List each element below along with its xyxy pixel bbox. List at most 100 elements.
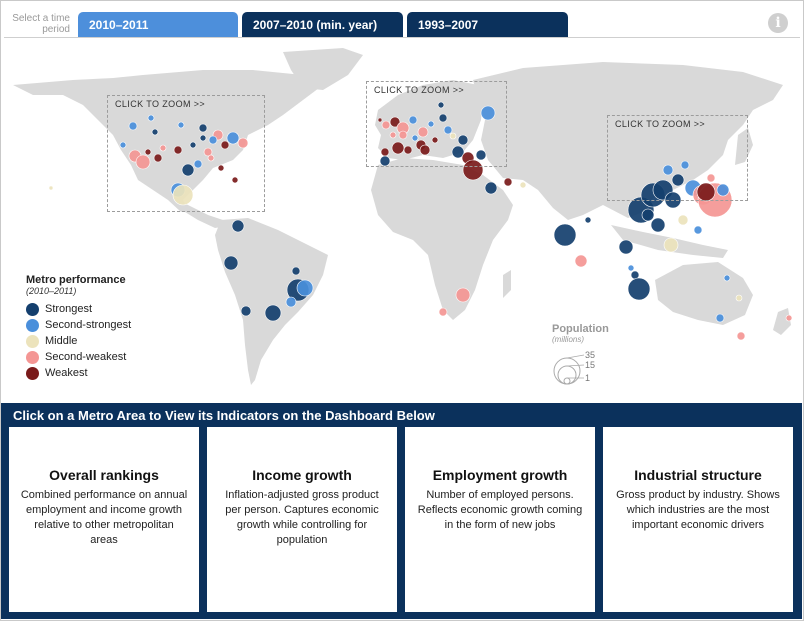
metro-bubble[interactable] bbox=[462, 159, 484, 181]
card-income-growth[interactable]: Income growth Inflation-adjusted gross p… bbox=[207, 427, 397, 612]
metro-bubble[interactable] bbox=[438, 113, 448, 123]
metro-bubble[interactable] bbox=[437, 101, 445, 109]
metro-bubble[interactable] bbox=[677, 214, 689, 226]
metro-bubble[interactable] bbox=[296, 279, 314, 297]
metro-bubble[interactable] bbox=[199, 134, 207, 142]
metro-bubble[interactable] bbox=[641, 208, 655, 222]
metro-bubble[interactable] bbox=[173, 145, 183, 155]
metro-bubble[interactable] bbox=[264, 304, 282, 322]
metro-bubble[interactable] bbox=[226, 131, 240, 145]
metro-bubble[interactable] bbox=[291, 266, 301, 276]
legend-dot bbox=[26, 302, 39, 316]
metro-bubble[interactable] bbox=[680, 160, 690, 170]
metro-bubble[interactable] bbox=[151, 128, 159, 136]
card-employment-growth[interactable]: Employment growth Number of employed per… bbox=[405, 427, 595, 612]
metro-bubble[interactable] bbox=[736, 331, 746, 341]
metro-bubble[interactable] bbox=[189, 141, 197, 149]
zoom-north-america[interactable]: CLICK TO ZOOM >> bbox=[107, 95, 265, 212]
metro-bubble[interactable] bbox=[408, 115, 418, 125]
metro-bubble[interactable] bbox=[438, 307, 448, 317]
metro-bubble[interactable] bbox=[411, 134, 419, 142]
metro-bubble[interactable] bbox=[181, 163, 195, 177]
metro-bubble[interactable] bbox=[696, 182, 716, 202]
metro-bubble[interactable] bbox=[449, 132, 457, 140]
info-icon[interactable]: i bbox=[768, 13, 788, 33]
metro-bubble[interactable] bbox=[785, 314, 793, 322]
metro-bubble[interactable] bbox=[451, 145, 465, 159]
zoom-east-asia[interactable]: CLICK TO ZOOM >> bbox=[607, 115, 748, 201]
metro-bubble[interactable] bbox=[427, 120, 435, 128]
metro-bubble[interactable] bbox=[693, 225, 703, 235]
metro-bubble[interactable] bbox=[285, 296, 297, 308]
metro-bubble[interactable] bbox=[627, 264, 635, 272]
metro-bubble[interactable] bbox=[671, 173, 685, 187]
metro-bubble[interactable] bbox=[519, 181, 527, 189]
metro-bubble[interactable] bbox=[443, 125, 453, 135]
metro-bubble[interactable] bbox=[240, 305, 252, 317]
metro-bubble[interactable] bbox=[381, 120, 391, 130]
metro-bubble[interactable] bbox=[389, 131, 397, 139]
legend-label: Middle bbox=[45, 335, 78, 347]
metro-bubble[interactable] bbox=[663, 237, 679, 253]
metro-bubble[interactable] bbox=[220, 140, 230, 150]
metro-bubble[interactable] bbox=[419, 144, 431, 156]
metro-bubble[interactable] bbox=[723, 274, 731, 282]
metro-bubble[interactable] bbox=[193, 159, 203, 169]
metro-bubble[interactable] bbox=[574, 254, 588, 268]
metro-bubble[interactable] bbox=[159, 144, 167, 152]
metro-bubble[interactable] bbox=[231, 176, 239, 184]
tab-1993-2007[interactable]: 1993–2007 bbox=[407, 12, 568, 37]
metro-bubble[interactable] bbox=[735, 294, 743, 302]
metro-bubble[interactable] bbox=[207, 154, 215, 162]
metro-bubble[interactable] bbox=[417, 126, 429, 138]
metro-bubble[interactable] bbox=[389, 116, 401, 128]
legend-subtitle: (2010–2011) bbox=[26, 286, 77, 296]
metro-bubble[interactable] bbox=[706, 173, 716, 183]
metro-bubble[interactable] bbox=[177, 121, 185, 129]
tab-2007-2010[interactable]: 2007–2010 (min. year) bbox=[242, 12, 403, 37]
metro-bubble[interactable] bbox=[662, 164, 674, 176]
metro-bubble[interactable] bbox=[203, 147, 213, 157]
metro-bubble[interactable] bbox=[377, 117, 383, 123]
metro-bubble[interactable] bbox=[484, 181, 498, 195]
metro-bubble[interactable] bbox=[231, 219, 245, 233]
metro-bubble[interactable] bbox=[237, 137, 249, 149]
metro-bubble[interactable] bbox=[431, 136, 439, 144]
metro-bubble[interactable] bbox=[553, 223, 577, 247]
metro-bubble[interactable] bbox=[398, 130, 408, 140]
land-central-america bbox=[173, 198, 228, 228]
metro-bubble[interactable] bbox=[217, 164, 225, 172]
metro-bubble[interactable] bbox=[208, 135, 218, 145]
metro-bubble[interactable] bbox=[650, 217, 666, 233]
metro-bubble[interactable] bbox=[147, 114, 155, 122]
card-overall-rankings[interactable]: Overall rankings Combined performance on… bbox=[9, 427, 199, 612]
tab-2010-2011[interactable]: 2010–2011 bbox=[78, 12, 238, 37]
metro-bubble[interactable] bbox=[128, 121, 138, 131]
dashboard-panel: Click on a Metro Area to View its Indica… bbox=[1, 403, 802, 619]
land-madagascar bbox=[503, 270, 511, 298]
metro-bubble[interactable] bbox=[716, 183, 730, 197]
metro-bubble[interactable] bbox=[153, 153, 163, 163]
metro-bubble[interactable] bbox=[135, 154, 151, 170]
metro-bubble[interactable] bbox=[119, 141, 127, 149]
metro-bubble[interactable] bbox=[715, 313, 725, 323]
legend-label: Second-weakest bbox=[45, 351, 127, 363]
metro-bubble[interactable] bbox=[627, 277, 651, 301]
metro-bubble[interactable] bbox=[144, 148, 152, 156]
metro-bubble[interactable] bbox=[403, 145, 413, 155]
metro-bubble[interactable] bbox=[223, 255, 239, 271]
card-industrial-structure[interactable]: Industrial structure Gross product by in… bbox=[603, 427, 793, 612]
metro-bubble[interactable] bbox=[391, 141, 405, 155]
metro-bubble[interactable] bbox=[457, 134, 469, 146]
metro-bubble[interactable] bbox=[455, 287, 471, 303]
metro-bubble[interactable] bbox=[618, 239, 634, 255]
zoom-europe[interactable]: CLICK TO ZOOM >> bbox=[366, 81, 507, 167]
metro-bubble[interactable] bbox=[48, 185, 54, 191]
metro-bubble[interactable] bbox=[198, 123, 208, 133]
metro-bubble[interactable] bbox=[172, 184, 194, 206]
population-legend: Population (millions) 35 15 1 bbox=[552, 323, 632, 385]
metro-bubble[interactable] bbox=[480, 105, 496, 121]
metro-bubble[interactable] bbox=[584, 216, 592, 224]
metro-bubble[interactable] bbox=[475, 149, 487, 161]
metro-bubble[interactable] bbox=[503, 177, 513, 187]
